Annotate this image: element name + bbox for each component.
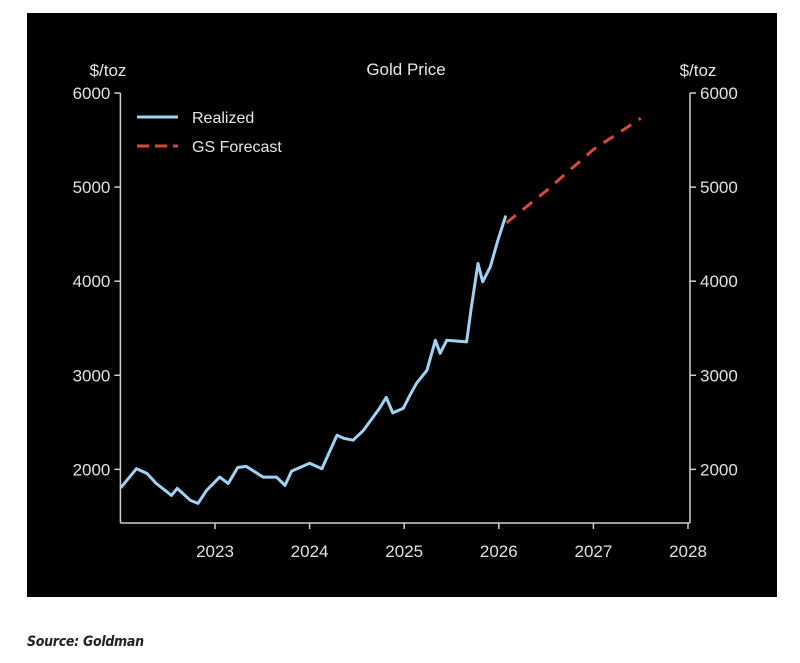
series-line-gs-forecast: [505, 117, 642, 224]
x-tick-label: 2026: [480, 542, 518, 561]
right-y-tick-label: 4000: [700, 272, 738, 291]
left-y-tick-label: 6000: [73, 84, 111, 103]
right-axis-unit-label: $/toz: [680, 61, 717, 80]
right-y-tick-label: 2000: [700, 460, 738, 479]
left-y-tick-label: 5000: [73, 178, 111, 197]
x-tick-label: 2023: [196, 542, 234, 561]
legend-realized-label: Realized: [192, 110, 254, 127]
x-tick-label: 2024: [291, 542, 329, 561]
legend-forecast-label: GS Forecast: [192, 139, 282, 156]
left-axis-unit-label: $/toz: [90, 61, 127, 80]
chart-background: [27, 13, 777, 597]
x-tick-label: 2027: [574, 542, 612, 561]
chart-title: Gold Price: [366, 60, 445, 79]
left-y-tick-label: 3000: [73, 366, 111, 385]
legend: Realized GS Forecast: [137, 110, 282, 156]
x-tick-label: 2028: [669, 542, 707, 561]
right-y-tick-label: 3000: [700, 366, 738, 385]
left-y-tick-label: 4000: [73, 272, 111, 291]
right-y-tick-label: 6000: [700, 84, 738, 103]
series-line-realized: [119, 215, 507, 505]
left-y-tick-label: 2000: [73, 460, 111, 479]
source-note: Source: Goldman: [27, 634, 144, 650]
x-tick-label: 2025: [385, 542, 423, 561]
right-y-tick-label: 5000: [700, 178, 738, 197]
